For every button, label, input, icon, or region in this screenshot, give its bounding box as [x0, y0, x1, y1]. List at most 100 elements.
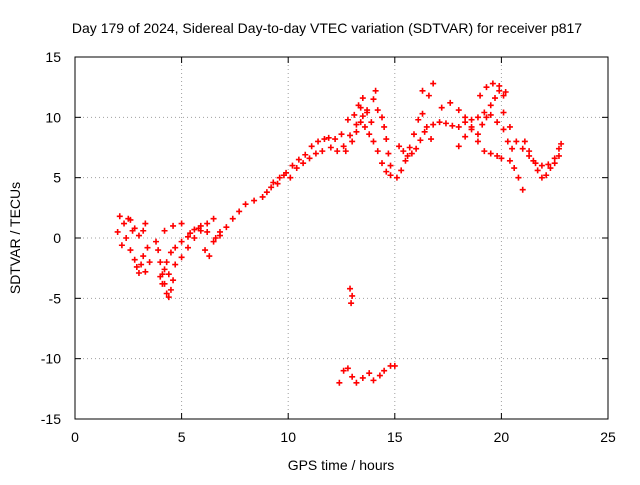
data-point [155, 247, 162, 254]
data-point [204, 220, 211, 227]
data-point [184, 233, 191, 240]
y-tick-label: 15 [45, 49, 61, 65]
data-point [483, 84, 490, 91]
data-point [543, 172, 550, 179]
data-point [334, 148, 341, 155]
data-point [474, 114, 481, 121]
y-tick-label: -10 [41, 351, 61, 367]
x-tick-label: 0 [71, 429, 79, 445]
data-point [408, 150, 415, 157]
data-point [353, 121, 360, 128]
data-point [348, 300, 355, 307]
data-point [492, 95, 499, 102]
data-point [340, 367, 347, 374]
data-point [534, 167, 541, 174]
data-point [413, 145, 420, 152]
data-point [349, 373, 356, 380]
data-point [157, 273, 164, 280]
data-point [242, 201, 249, 208]
data-point [289, 162, 296, 169]
data-point [402, 157, 409, 164]
data-point [404, 152, 411, 159]
data-point [280, 172, 287, 179]
data-point [400, 148, 407, 155]
data-point [161, 227, 168, 234]
data-point [325, 134, 332, 141]
axis-ticks: 0 5 10 15 20 25 -15 -10 -5 0 5 10 15 [41, 49, 616, 445]
data-point [383, 136, 390, 143]
data-point [430, 80, 437, 87]
data-point [319, 148, 326, 155]
data-point [153, 238, 160, 245]
data-point [511, 165, 518, 172]
data-point [159, 280, 166, 287]
data-point [468, 126, 475, 133]
data-point [167, 249, 174, 256]
data-point [127, 247, 134, 254]
data-point [127, 216, 134, 223]
data-point [462, 114, 469, 121]
data-point [142, 220, 149, 227]
data-point [170, 222, 177, 229]
data-point [421, 128, 428, 135]
data-point [349, 138, 356, 145]
data-point [515, 174, 522, 181]
data-point [210, 215, 217, 222]
data-point [494, 119, 501, 126]
data-point [312, 150, 319, 157]
data-point [504, 138, 511, 145]
data-point [347, 132, 354, 139]
data-point [172, 261, 179, 268]
x-tick-label: 5 [178, 429, 186, 445]
data-point [370, 96, 377, 103]
data-point [455, 107, 462, 114]
data-point [364, 109, 371, 116]
data-point [496, 82, 503, 89]
data-point [555, 152, 562, 159]
data-point [506, 123, 513, 130]
data-point [140, 227, 147, 234]
data-point [349, 292, 356, 299]
data-point [146, 259, 153, 266]
data-point [436, 119, 443, 126]
data-point [344, 116, 351, 123]
data-point [370, 377, 377, 384]
data-point [172, 244, 179, 251]
data-point [131, 225, 138, 232]
data-point [396, 143, 403, 150]
data-point [359, 374, 366, 381]
data-point [498, 155, 505, 162]
data-point [276, 174, 283, 181]
data-point [353, 128, 360, 135]
data-point [347, 285, 354, 292]
data-points [114, 80, 565, 386]
data-point [135, 269, 142, 276]
data-point [430, 121, 437, 128]
x-axis-label: GPS time / hours [288, 457, 395, 473]
data-point [327, 144, 334, 151]
data-point [118, 242, 125, 249]
data-point [167, 286, 174, 293]
data-point [178, 254, 185, 261]
data-point [538, 162, 545, 169]
data-point [210, 238, 217, 245]
data-point [487, 102, 494, 109]
data-point [519, 145, 526, 152]
data-point [357, 119, 364, 126]
chart-title: Day 179 of 2024, Sidereal Day-to-day VTE… [72, 20, 582, 36]
data-point [332, 136, 339, 143]
data-point [438, 104, 445, 111]
data-point [195, 225, 202, 232]
data-point [295, 156, 302, 163]
data-point [342, 148, 349, 155]
data-point [259, 193, 266, 200]
data-point [474, 138, 481, 145]
data-point [428, 136, 435, 143]
data-point [494, 152, 501, 159]
data-point [359, 113, 366, 120]
data-point [206, 253, 213, 260]
data-point [379, 160, 386, 167]
data-point [372, 87, 379, 94]
data-point [545, 161, 552, 168]
